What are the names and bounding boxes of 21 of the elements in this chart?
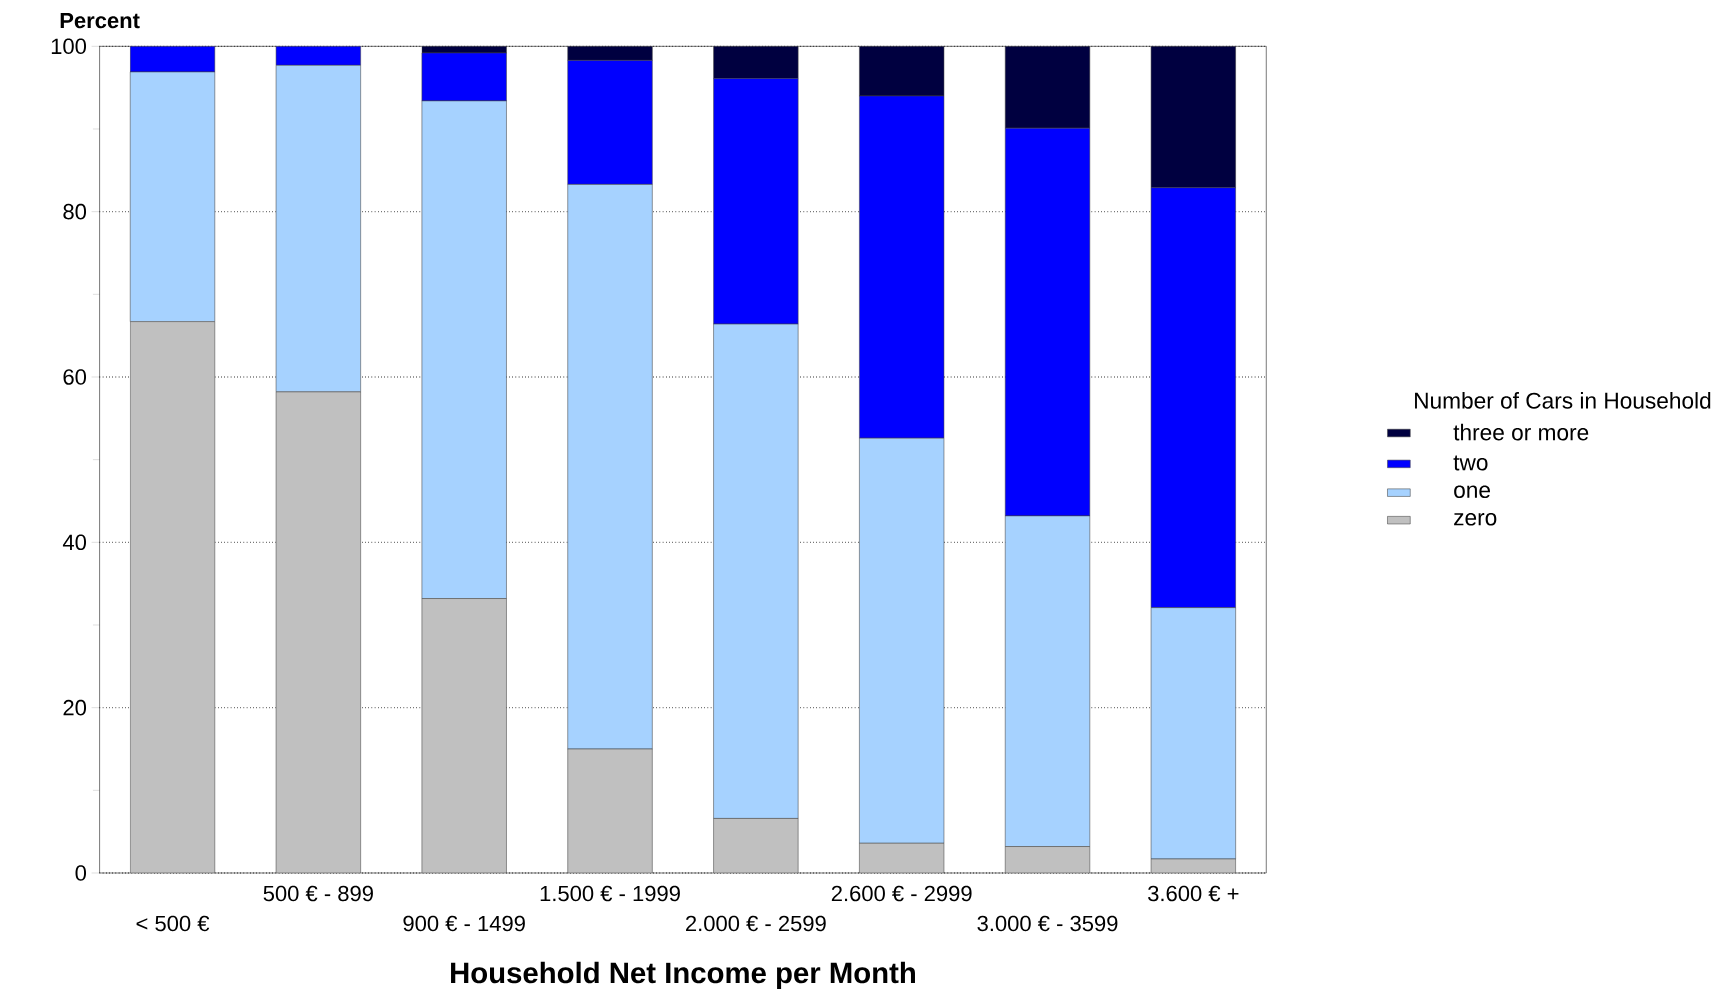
x-axis-title: Household Net Income per Month (451, 961, 915, 990)
y-tick-label: 60 (63, 369, 87, 385)
x-tick-label: 3.000 € - 3599 (977, 915, 1118, 932)
y-tick-label: 80 (63, 203, 87, 220)
x-tick-label: < 500 € (136, 915, 210, 932)
x-tick-label: 3.600 € + (1148, 885, 1239, 902)
x-tick-label: 900 € - 1499 (403, 915, 525, 932)
x-tick-label: 500 € - 899 (263, 885, 373, 902)
legend-title: Number of Cars in Household (1415, 392, 1711, 409)
y-tick-label: 40 (62, 534, 87, 551)
y-tick-label: 100 (51, 38, 87, 55)
legend-label: one (1454, 485, 1490, 498)
legend-label: two (1453, 455, 1488, 471)
x-tick-label: 2.600 € - 2999 (831, 885, 972, 902)
x-tick-label: 1.500 € - 1999 (540, 885, 680, 902)
y-tick-label: 20 (63, 699, 87, 716)
x-tick-label: 2.000 € - 2599 (686, 915, 826, 932)
y-axis-title: Percent (60, 12, 140, 29)
legend-label: three or more (1453, 423, 1589, 441)
legend-label: zero (1454, 513, 1497, 526)
y-tick-label: 0 (75, 865, 87, 881)
